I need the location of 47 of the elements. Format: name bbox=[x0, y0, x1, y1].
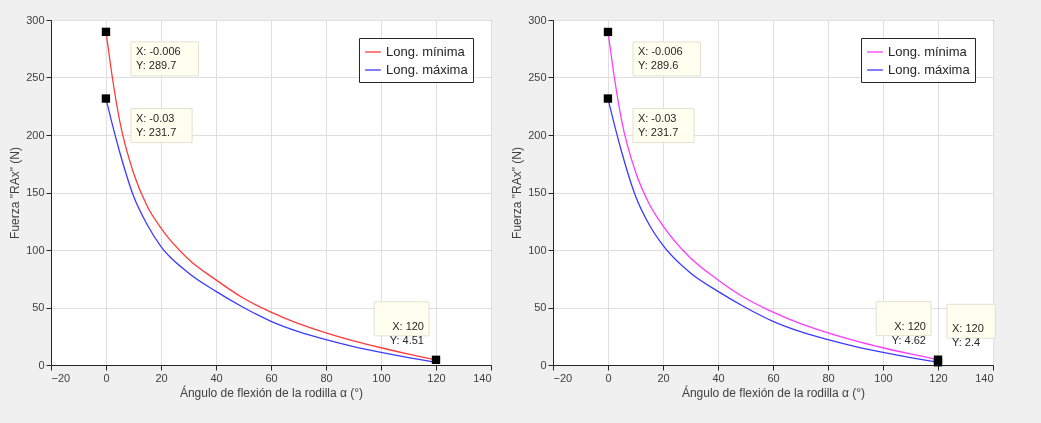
x-tick-label: 40 bbox=[712, 371, 725, 384]
y-tick-label: 50 bbox=[534, 301, 547, 313]
annotation: X: -0.03 Y: 231.7 bbox=[637, 111, 679, 138]
y-tick-label: 300 bbox=[528, 13, 547, 26]
x-tick-label: 60 bbox=[265, 371, 278, 384]
annotation: X: 120 Y: 2.4 bbox=[952, 322, 984, 349]
x-tick-label: 60 bbox=[767, 371, 780, 384]
y-tick-label: 150 bbox=[26, 186, 45, 198]
x-tick-label: 140 bbox=[975, 371, 994, 384]
y-tick-label: 200 bbox=[528, 128, 547, 141]
legend-label: Long. mínima bbox=[386, 44, 466, 59]
y-axis-title: Fuerza "RAx" (N) bbox=[510, 147, 525, 239]
x-tick-label: 20 bbox=[657, 371, 670, 384]
y-tick-label: 0 bbox=[540, 358, 547, 371]
y-tick-label: 250 bbox=[26, 71, 45, 83]
annotation: X: 120 Y: 4.51 bbox=[389, 319, 424, 346]
y-tick-label: 100 bbox=[26, 243, 45, 256]
x-tick-label: 0 bbox=[605, 371, 612, 384]
x-axis-title: Ángulo de flexión de la rodilla α (°) bbox=[681, 384, 866, 400]
y-tick-label: 300 bbox=[26, 13, 45, 26]
x-tick-label: 100 bbox=[874, 371, 893, 384]
y-axis-title: Fuerza "RAx" (N) bbox=[8, 147, 23, 239]
legend-label: Long. máxima bbox=[386, 62, 469, 77]
x-tick-label: 20 bbox=[155, 371, 168, 384]
x-tick-label: −20 bbox=[51, 371, 71, 384]
annotation: X: -0.006 Y: 289.7 bbox=[135, 44, 181, 71]
x-tick-label: 80 bbox=[320, 371, 333, 384]
annotation: X: 120 Y: 4.62 bbox=[891, 319, 926, 346]
x-tick-label: 80 bbox=[822, 371, 835, 384]
legend-label: Long. máxima bbox=[888, 62, 971, 77]
x-tick-label: 120 bbox=[929, 371, 948, 384]
x-tick-label: −20 bbox=[553, 371, 573, 384]
annotation: X: -0.03 Y: 231.7 bbox=[135, 111, 177, 138]
y-tick-label: 150 bbox=[528, 186, 547, 198]
legend-label: Long. mínima bbox=[888, 44, 968, 59]
annotation: X: -0.006 Y: 289.6 bbox=[637, 44, 683, 71]
y-tick-label: 250 bbox=[528, 71, 547, 83]
x-axis-title: Ángulo de flexión de la rodilla α (°) bbox=[179, 384, 364, 400]
x-tick-label: 40 bbox=[210, 371, 223, 384]
y-tick-label: 100 bbox=[528, 243, 547, 256]
y-tick-label: 50 bbox=[32, 301, 45, 313]
x-tick-label: 0 bbox=[103, 371, 110, 384]
x-tick-label: 140 bbox=[473, 371, 492, 384]
y-tick-label: 0 bbox=[38, 358, 45, 371]
x-tick-label: 120 bbox=[427, 371, 446, 384]
x-tick-label: 100 bbox=[372, 371, 391, 384]
y-tick-label: 200 bbox=[26, 128, 45, 141]
